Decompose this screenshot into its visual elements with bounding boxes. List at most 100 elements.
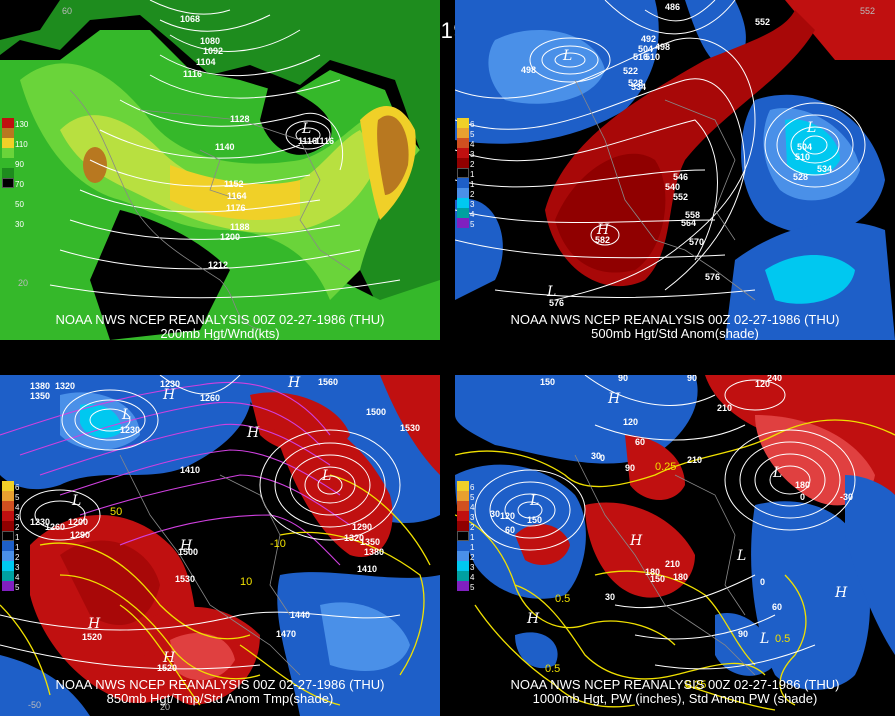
low-pressure-symbol: L — [529, 493, 539, 509]
contour-label: 1470 — [276, 629, 296, 639]
low-pressure-symbol: L — [562, 48, 572, 64]
contour-label: 486 — [665, 2, 680, 12]
legend-value: 30 — [15, 220, 24, 229]
contour-label: 1128 — [230, 114, 250, 124]
contour-label: 1116 — [315, 136, 334, 146]
legend-value: 6 — [15, 483, 20, 492]
contour-label: 522 — [623, 66, 638, 76]
low-pressure-symbol: L — [546, 284, 556, 300]
contour-label: 1500 — [178, 547, 198, 557]
low-pressure-symbol: L — [321, 468, 331, 484]
legend-value: 3 — [15, 563, 20, 572]
panel-caption: NOAA NWS NCEP REANALYSIS 00Z 02-27-1986 … — [0, 678, 440, 706]
contour-label: 1440 — [290, 610, 310, 620]
contour-label: 0 — [800, 492, 805, 502]
contour-label: 552 — [755, 17, 770, 27]
panel-caption: NOAA NWS NCEP REANALYSIS 00Z 02-27-1986 … — [455, 313, 895, 341]
contour-label: 570 — [689, 237, 704, 247]
contour-label: 240 — [767, 375, 782, 383]
panel-850mb-map: 1230 1380 1350 1320 1260 1230 1410 1560 … — [0, 375, 440, 716]
contour-label: 1520 — [82, 632, 102, 642]
panel-caption: NOAA NWS NCEP REANALYSIS 00Z 02-27-1986 … — [0, 312, 440, 341]
contour-label: 1560 — [318, 377, 338, 387]
caption-source: NOAA NWS NCEP REANALYSIS 00Z 02-27-1986 … — [55, 312, 385, 327]
contour-label: 1104 — [196, 57, 216, 67]
high-pressure-symbol: H — [287, 375, 301, 391]
legend-value: 1 — [470, 543, 475, 552]
color-legend: 6 5 4 3 2 1 1 2 3 4 5 — [457, 118, 474, 229]
caption-field: 850mb Hgt/Tmp/Std Anom Tmp(shade) — [106, 691, 334, 706]
pw-label: 0.25 — [655, 461, 676, 473]
panel-200mb-map: 1068 1080 1092 1104 1116 1128 1140 1152 … — [0, 0, 440, 340]
contour-label: 540 — [665, 182, 680, 192]
contour-label: -30 — [840, 492, 853, 502]
contour-label: 498 — [521, 65, 536, 75]
legend-value: 3 — [470, 150, 475, 159]
high-pressure-symbol: H — [629, 533, 643, 549]
contour-label: 1230 — [120, 425, 140, 435]
contour-label: 1530 — [400, 423, 420, 433]
contour-label: 498 — [655, 42, 670, 52]
contour-label: 1116 — [183, 69, 202, 79]
panel-caption: NOAA NWS NCEP REANALYSIS 00Z 02-27-1986 … — [455, 678, 895, 706]
contour-label: 1068 — [180, 14, 200, 24]
panel-200mb: 1068 1080 1092 1104 1116 1128 1140 1152 … — [0, 0, 440, 340]
contour-label: 1164 — [227, 191, 247, 201]
caption-field: 200mb Hgt/Wnd(kts) — [160, 326, 280, 341]
contour-label: 576 — [549, 298, 564, 308]
contour-label: 120 — [623, 417, 638, 427]
contour-label: 210 — [665, 559, 680, 569]
legend-value: 3 — [470, 563, 475, 572]
contour-label: 552 — [673, 192, 688, 202]
contour-label: 504 — [797, 142, 812, 152]
contour-label: 150 — [650, 574, 665, 584]
contour-label: 90 — [738, 629, 748, 639]
contour-label: 180 — [645, 567, 660, 577]
panel-1000mb: 150 90 90 120 60 30 0 210 180 0 -30 30 6… — [455, 375, 895, 716]
contour-label: 582 — [595, 235, 610, 245]
high-pressure-symbol: H — [179, 538, 193, 554]
legend-value: 2 — [470, 553, 475, 562]
contour-label: 30 — [490, 509, 500, 519]
contour-label: 1380 — [30, 381, 50, 391]
contour-label: 1320 — [55, 381, 75, 391]
high-pressure-symbol: H — [607, 391, 621, 407]
contour-label: 534 — [817, 164, 832, 174]
contour-label: 0 — [600, 453, 605, 463]
high-pressure-symbol: H — [596, 222, 610, 238]
legend-value: 2 — [15, 553, 20, 562]
contour-label: 90 — [625, 463, 635, 473]
contour-label: 60 — [505, 525, 515, 535]
legend-value: 4 — [470, 140, 475, 149]
legend-value: 5 — [15, 583, 20, 592]
low-pressure-symbol: L — [806, 120, 816, 136]
panel-1000mb-map: 150 90 90 120 60 30 0 210 180 0 -30 30 6… — [455, 375, 895, 716]
high-pressure-symbol: H — [87, 616, 101, 632]
legend-value: 4 — [470, 573, 475, 582]
contour-label: 1212 — [208, 260, 228, 270]
panel-850mb: 1230 1380 1350 1320 1260 1230 1410 1560 … — [0, 375, 440, 716]
legend-value: 4 — [470, 210, 475, 219]
low-pressure-symbol: L — [736, 548, 746, 564]
legend-value: 5 — [470, 130, 475, 139]
legend-value: 1 — [470, 533, 475, 542]
contour-label: 0 — [760, 577, 765, 587]
pw-label: 0.25 — [685, 679, 706, 691]
isotherm-label: 10 — [240, 576, 252, 588]
contour-label: 1380 — [364, 547, 384, 557]
legend-value: 50 — [15, 200, 24, 209]
edge-label: 20 — [160, 702, 170, 712]
isotherm-label: -10 — [270, 538, 286, 550]
contour-label: 1230 — [160, 379, 180, 389]
legend-value: 5 — [470, 220, 475, 229]
contour-label: 90 — [687, 375, 697, 383]
panel-200mb-contour-labels: 1068 1080 1092 1104 1116 1128 1140 1152 … — [180, 14, 334, 270]
edge-label: 552 — [860, 6, 875, 16]
legend-value: 1 — [470, 180, 475, 189]
contour-label: 1080 — [200, 36, 220, 46]
legend-value: 5 — [470, 583, 475, 592]
legend-value: 2 — [470, 190, 475, 199]
contour-label: 576 — [705, 272, 720, 282]
contour-label: 1530 — [175, 574, 195, 584]
low-pressure-symbol: L — [772, 465, 782, 481]
